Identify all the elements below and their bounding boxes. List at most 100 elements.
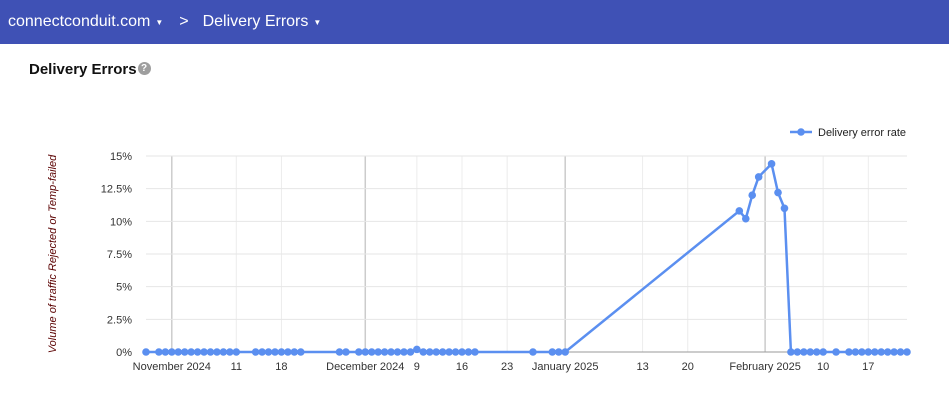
data-point	[812, 348, 821, 356]
data-point	[290, 348, 299, 356]
data-point	[206, 348, 215, 356]
data-point	[167, 348, 176, 356]
domain-label: connectconduit.com	[8, 13, 151, 30]
data-point	[458, 348, 466, 356]
y-tick-label: 0%	[116, 347, 132, 359]
data-point	[180, 348, 189, 356]
y-tick-label: 2.5%	[107, 314, 132, 326]
x-tick-label: January 2025	[532, 361, 599, 373]
data-point	[858, 348, 866, 356]
x-tick-label: 13	[636, 361, 648, 373]
top-bar: connectconduit.com ▼ > Delivery Errors ▼	[0, 0, 949, 44]
data-point	[806, 348, 815, 356]
data-point	[271, 348, 279, 356]
data-point	[780, 204, 789, 213]
data-point	[451, 348, 460, 356]
data-point	[213, 348, 221, 356]
series-line	[146, 161, 907, 354]
data-point	[200, 348, 208, 356]
y-tick-label: 7.5%	[107, 249, 132, 261]
x-tick-label: February 2025	[729, 361, 801, 373]
data-point	[296, 348, 305, 356]
data-point	[800, 348, 808, 356]
x-tick-label: December 2024	[326, 361, 404, 373]
data-point	[832, 348, 840, 356]
x-tick-label: 20	[682, 361, 694, 373]
data-point	[529, 348, 537, 356]
data-point	[342, 348, 350, 356]
breadcrumb-separator-icon: >	[179, 13, 189, 30]
data-point	[387, 348, 395, 356]
data-point	[361, 348, 370, 356]
data-point	[367, 348, 376, 356]
data-point	[890, 348, 898, 356]
data-point	[851, 348, 860, 356]
data-point	[193, 348, 202, 356]
data-point	[754, 173, 763, 181]
x-tick-label: 11	[231, 361, 242, 373]
data-point	[735, 207, 744, 215]
x-tick-label: 18	[275, 361, 287, 373]
data-point	[819, 348, 827, 356]
legend-label: Delivery error rate	[818, 127, 906, 139]
data-point	[877, 348, 886, 356]
data-point	[445, 348, 453, 356]
data-point	[748, 191, 757, 199]
data-point	[251, 348, 260, 356]
x-tick-label: 17	[862, 361, 874, 373]
data-point	[896, 348, 905, 356]
data-point	[767, 160, 776, 168]
data-point	[258, 348, 266, 356]
data-point	[187, 348, 195, 356]
x-tick-label: 9	[414, 361, 420, 373]
data-point	[883, 348, 892, 356]
data-point	[774, 188, 782, 197]
data-point	[277, 348, 286, 356]
data-point	[226, 348, 234, 356]
data-point	[471, 348, 479, 356]
page-title: Delivery Errors?	[29, 61, 151, 78]
x-tick-label: 10	[817, 361, 829, 373]
section-selector[interactable]: Delivery Errors ▼	[203, 13, 322, 31]
domain-selector[interactable]: connectconduit.com ▼	[8, 13, 163, 31]
y-tick-label: 5%	[116, 282, 132, 294]
data-point	[787, 348, 795, 356]
data-point	[374, 348, 382, 356]
data-point	[284, 348, 292, 356]
data-point	[355, 348, 363, 356]
x-tick-label: 23	[501, 361, 513, 373]
data-point	[335, 348, 344, 356]
y-tick-label: 15%	[110, 151, 132, 163]
page-title-text: Delivery Errors	[29, 61, 137, 78]
x-tick-label: 16	[456, 361, 468, 373]
data-point	[400, 348, 408, 356]
data-point	[793, 348, 802, 356]
data-point	[561, 348, 569, 356]
data-point	[438, 348, 447, 356]
data-point	[142, 348, 150, 356]
data-point	[903, 348, 911, 356]
data-point	[845, 348, 853, 356]
data-point	[464, 348, 473, 356]
section-label: Delivery Errors	[202, 13, 309, 30]
y-axis-title: Volume of traffic Rejected or Temp-faile…	[47, 154, 59, 353]
legend-marker	[797, 128, 805, 136]
caret-down-icon: ▼	[155, 17, 164, 27]
data-point	[741, 214, 750, 223]
data-point	[870, 348, 879, 356]
data-point	[864, 348, 873, 356]
y-tick-label: 12.5%	[101, 184, 132, 196]
data-point	[554, 348, 563, 356]
data-point	[432, 348, 441, 356]
y-tick-label: 10%	[110, 216, 132, 228]
data-point	[161, 348, 170, 356]
data-point	[219, 348, 228, 356]
x-tick-label: November 2024	[133, 361, 211, 373]
data-point	[380, 348, 389, 356]
question-circle-icon[interactable]: ?	[137, 62, 151, 75]
data-point	[548, 348, 557, 356]
data-point	[419, 348, 428, 356]
data-point	[264, 348, 273, 356]
data-point	[393, 348, 402, 356]
